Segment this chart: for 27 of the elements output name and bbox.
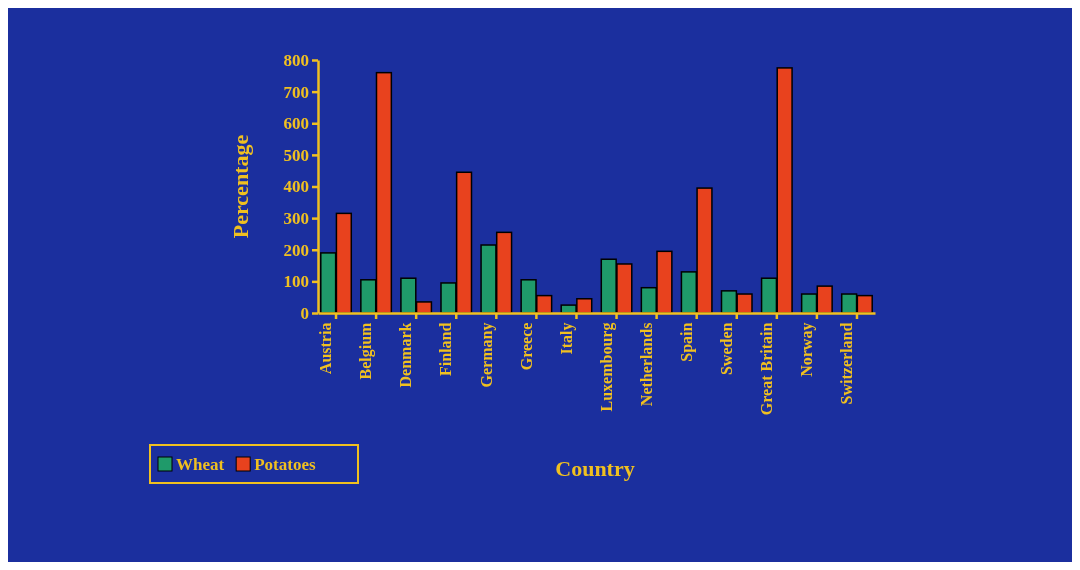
- y-tick-label: 400: [283, 177, 309, 197]
- y-tick-label: 700: [283, 82, 309, 102]
- y-tick-label: 500: [283, 145, 309, 165]
- legend-label: Wheat: [176, 455, 225, 474]
- y-tick-label: 100: [283, 272, 309, 292]
- x-tick-label: Italy: [557, 322, 576, 355]
- y-tick-label: 600: [283, 114, 309, 134]
- x-tick-label: Great Britain: [758, 322, 776, 416]
- x-tick-label: Spain: [677, 322, 696, 362]
- x-tick-label: Norway: [798, 322, 817, 377]
- x-tick-label: Switzerland: [838, 322, 856, 405]
- x-tick-label: Netherlands: [637, 322, 655, 407]
- legend-label: Potatoes: [254, 455, 316, 474]
- x-tick-label: Austria: [317, 322, 335, 375]
- x-tick-label: Belgium: [357, 321, 376, 380]
- x-axis-title: Country: [555, 456, 635, 481]
- y-tick-label: 800: [283, 50, 309, 70]
- y-axis-title: Percentage: [228, 134, 253, 239]
- x-tick-label: Denmark: [397, 322, 415, 388]
- y-tick-label: 200: [283, 240, 309, 260]
- y-tick-label: 300: [283, 209, 309, 229]
- x-tick-label: Greece: [517, 322, 535, 371]
- x-tick-label: Luxembourg: [597, 322, 616, 412]
- y-tick-label: 0: [300, 303, 309, 323]
- x-tick-label: Germany: [477, 322, 496, 388]
- x-tick-label: Finland: [437, 322, 455, 376]
- x-tick-label: Sweden: [717, 322, 735, 376]
